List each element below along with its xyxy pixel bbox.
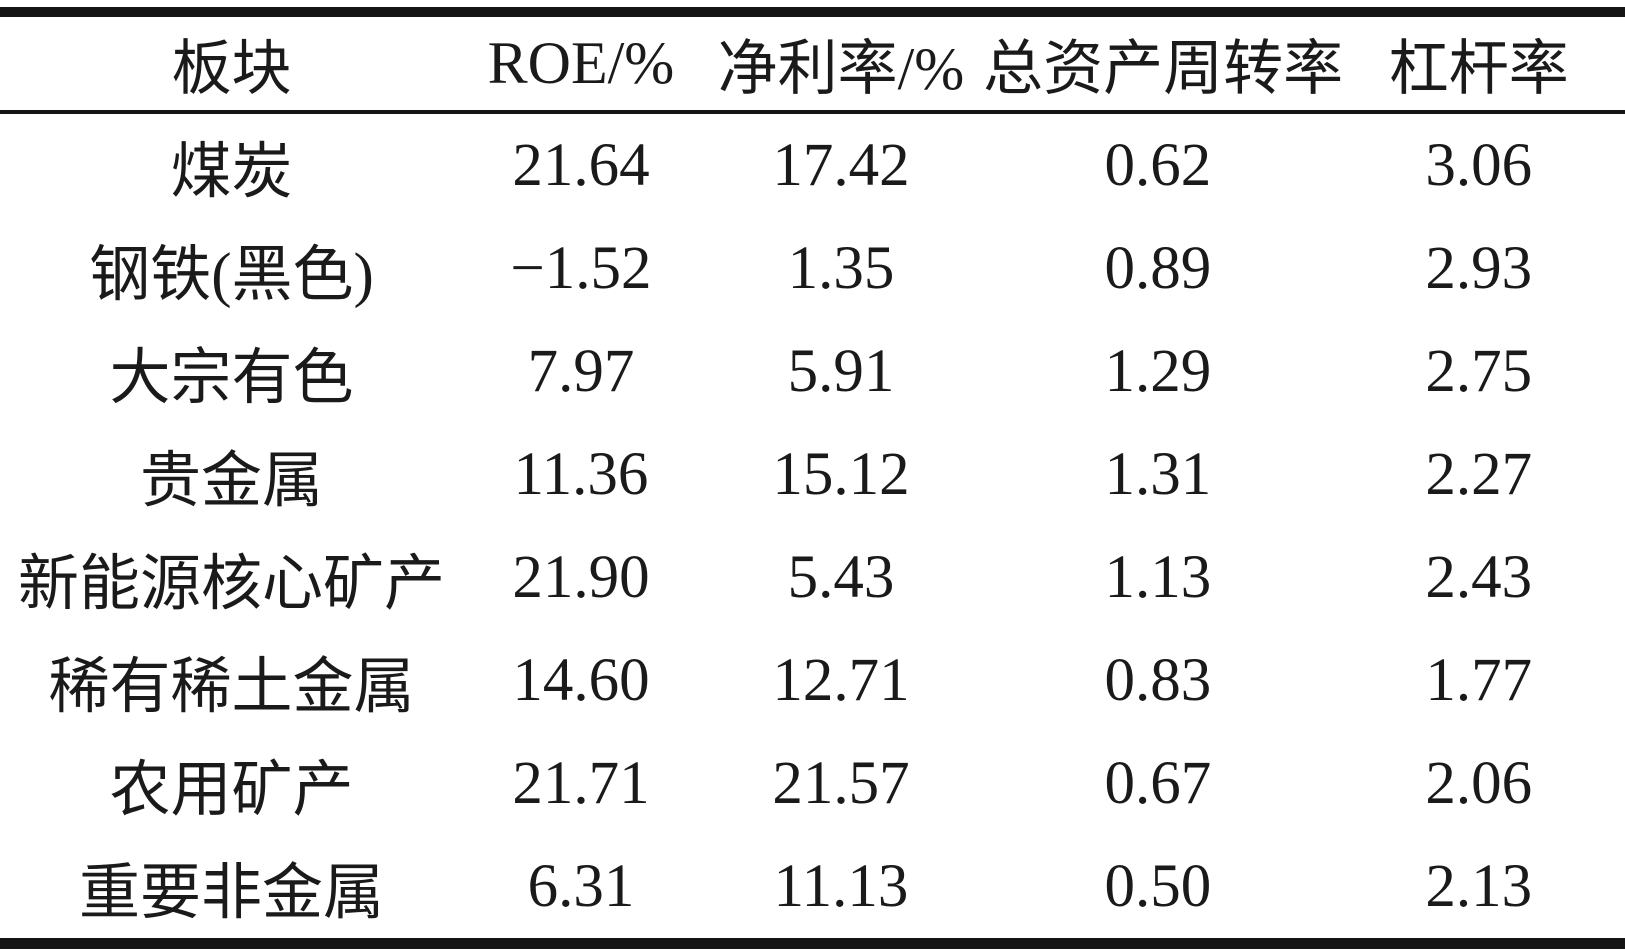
cell-turnover: 0.67	[1104, 749, 1212, 817]
cell-sector: 重要非金属	[79, 860, 385, 927]
cell-roe: 21.90	[512, 543, 650, 611]
cell-sector: 稀有稀土金属	[48, 654, 415, 721]
cell-turnover: 1.29	[1104, 337, 1212, 405]
cell-net-margin: 17.42	[772, 131, 910, 199]
cell-roe: 14.60	[512, 646, 650, 714]
col-header-net-margin: 净利率/%	[698, 12, 984, 114]
cell-turnover: 0.62	[1104, 131, 1212, 199]
cell-net-margin: 21.57	[772, 749, 910, 817]
cell-roe: 21.71	[512, 749, 650, 817]
table-row-rare-earth-metals: 稀有稀土金属 14.60 12.71 0.83 1.77	[0, 629, 1625, 732]
col-header-leverage: 杠杆率	[1332, 12, 1625, 114]
cell-net-margin: 15.12	[772, 440, 910, 508]
table-row-important-nonmetals: 重要非金属 6.31 11.13 0.50 2.13	[0, 835, 1625, 944]
table-row-new-energy-minerals: 新能源核心矿产 21.90 5.43 1.13 2.43	[0, 526, 1625, 629]
cell-sector: 钢铁(黑色)	[89, 242, 374, 309]
cell-net-margin: 1.35	[787, 234, 895, 302]
table-row-agricultural-minerals: 农用矿产 21.71 21.57 0.67 2.06	[0, 732, 1625, 835]
cell-leverage: 1.77	[1425, 646, 1533, 714]
col-header-sector: 板块	[0, 12, 464, 114]
col-header-roe: ROE/%	[463, 12, 699, 114]
table-row-coal: 煤炭 21.64 17.42 0.62 3.06	[0, 112, 1625, 217]
cell-leverage: 2.75	[1425, 337, 1533, 405]
cell-sector: 农用矿产	[109, 757, 354, 824]
cell-net-margin: 5.43	[787, 543, 895, 611]
cell-sector: 贵金属	[140, 448, 324, 515]
cell-roe: 7.97	[527, 337, 635, 405]
cell-turnover: 0.83	[1104, 646, 1212, 714]
cell-net-margin: 11.13	[773, 852, 909, 920]
header-row: 板块 ROE/% 净利率/% 总资产周转率 杠杆率	[0, 12, 1625, 114]
cell-turnover: 1.13	[1104, 543, 1212, 611]
cell-roe: 6.31	[527, 852, 635, 920]
cell-leverage: 2.93	[1425, 234, 1533, 302]
cell-turnover: 0.89	[1104, 234, 1212, 302]
cell-net-margin: 5.91	[787, 337, 895, 405]
cell-leverage: 2.06	[1425, 749, 1533, 817]
col-header-asset-turnover: 总资产周转率	[983, 12, 1343, 114]
cell-roe: −1.52	[510, 234, 652, 302]
cell-sector: 大宗有色	[109, 345, 354, 412]
cell-leverage: 2.13	[1425, 852, 1533, 920]
cell-roe: 21.64	[512, 131, 650, 199]
cell-net-margin: 12.71	[772, 646, 910, 714]
cell-leverage: 2.27	[1425, 440, 1533, 508]
cell-sector: 新能源核心矿产	[18, 551, 446, 618]
cell-leverage: 3.06	[1425, 131, 1533, 199]
table-row-bulk-nonferrous: 大宗有色 7.97 5.91 1.29 2.75	[0, 320, 1625, 423]
table-row-precious-metals: 贵金属 11.36 15.12 1.31 2.27	[0, 423, 1625, 526]
cell-roe: 11.36	[513, 440, 649, 508]
cell-sector: 煤炭	[170, 139, 293, 206]
cell-turnover: 0.50	[1104, 852, 1212, 920]
sector-financial-metrics-table: 板块 ROE/% 净利率/% 总资产周转率 杠杆率 煤炭 21.64 17.42…	[0, 7, 1625, 949]
cell-leverage: 2.43	[1425, 543, 1533, 611]
table-row-steel: 钢铁(黑色) −1.52 1.35 0.89 2.93	[0, 217, 1625, 320]
cell-turnover: 1.31	[1104, 440, 1212, 508]
